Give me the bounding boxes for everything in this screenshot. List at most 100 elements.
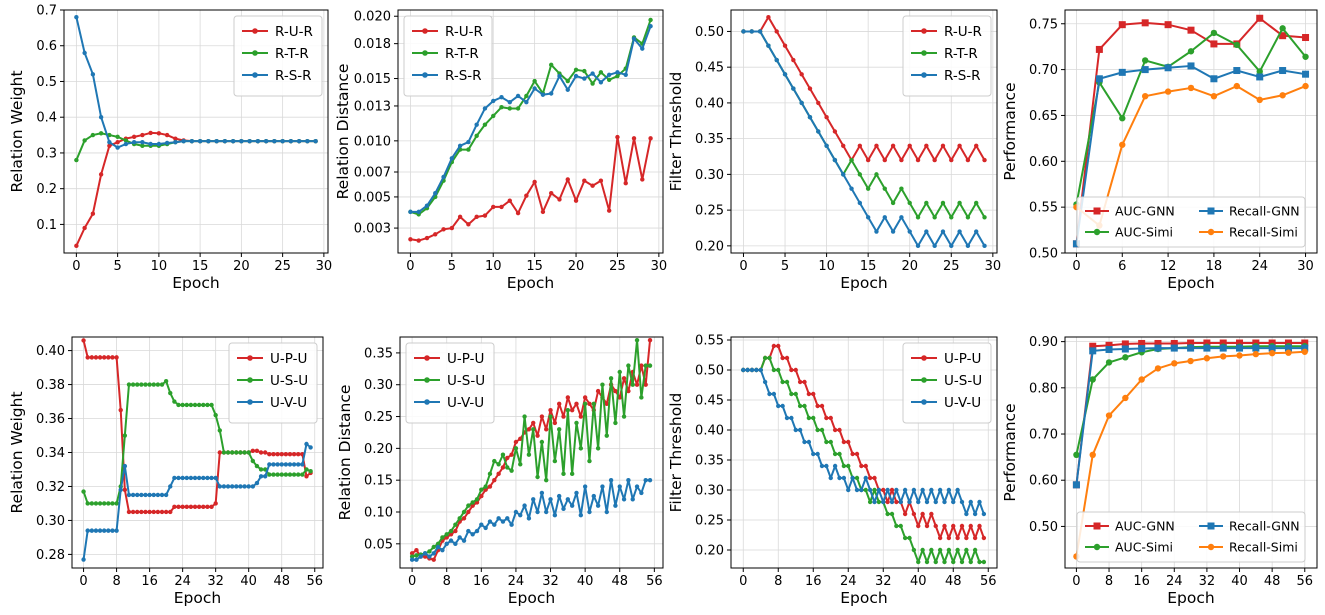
y-axis-label: Relation Distance — [336, 385, 354, 521]
chart-5: 0 8 16 24 32 40 48 56 0.28 0.30 0.32 0.34 0.36 0.38 0.… — [8, 336, 324, 607]
x-tick-label: 8 — [1105, 574, 1113, 589]
data-point — [890, 229, 896, 234]
data-point — [591, 493, 596, 499]
data-point — [172, 399, 177, 404]
x-tick-label: 24 — [174, 574, 191, 589]
legend-item: Recall-GNN — [1199, 519, 1300, 534]
legend-item: R-U-R — [911, 24, 982, 40]
data-point — [461, 516, 467, 521]
legend-item: Recall-Simi — [1199, 540, 1298, 555]
data-point — [140, 143, 145, 148]
y-tick-label: 0.25 — [695, 204, 724, 219]
data-point — [482, 213, 488, 218]
x-tick-label: 40 — [1231, 574, 1248, 589]
data-point — [279, 462, 284, 467]
legend-marker — [1207, 207, 1215, 215]
data-point — [890, 200, 896, 206]
data-point — [807, 115, 813, 120]
data-point — [296, 472, 301, 477]
data-point — [749, 29, 754, 34]
data-point — [98, 131, 104, 136]
data-point — [209, 402, 214, 408]
data-point — [74, 157, 79, 163]
data-point — [496, 516, 501, 521]
data-point — [846, 439, 851, 445]
data-point — [634, 337, 640, 343]
data-point — [197, 138, 203, 144]
data-point — [957, 143, 962, 148]
x-tick-label: 48 — [1264, 574, 1281, 589]
data-point — [499, 105, 504, 110]
data-point — [1141, 92, 1149, 100]
data-point — [1302, 53, 1309, 60]
axes-frame — [730, 9, 998, 254]
data-point — [882, 157, 887, 163]
data-point — [258, 450, 264, 455]
data-point — [648, 17, 653, 23]
data-point — [409, 551, 415, 556]
data-point — [841, 172, 846, 177]
data-point — [606, 77, 612, 82]
y-tick-label: 0.013 — [354, 99, 391, 114]
data-point — [255, 138, 261, 144]
data-point — [569, 407, 575, 413]
data-point — [846, 487, 851, 493]
data-point — [1187, 84, 1195, 92]
x-tick-label: 0 — [79, 574, 87, 589]
legend-item: U-P-U — [911, 351, 981, 367]
data-point — [1301, 339, 1309, 347]
data-point — [1089, 376, 1096, 383]
data-point — [222, 138, 228, 144]
data-point — [1220, 353, 1227, 360]
data-point — [1187, 339, 1195, 347]
y-tick-label: 0.35 — [695, 132, 724, 147]
legend-marker — [252, 28, 258, 34]
data-point — [957, 200, 962, 206]
legend-marker — [1093, 543, 1101, 551]
axes-frame — [397, 9, 664, 254]
data-point — [617, 484, 622, 489]
data-point — [487, 484, 493, 489]
data-point — [745, 367, 750, 373]
data-point — [1268, 344, 1276, 352]
data-point — [499, 95, 504, 100]
legend-label: R-T-R — [445, 46, 479, 62]
data-point — [885, 487, 890, 493]
data-point — [604, 509, 609, 515]
chart-8: 0 8 16 24 32 40 48 56 0.50 0.60 0.70 0.80 0.90 Epoch P… — [1001, 335, 1318, 607]
data-point — [139, 509, 144, 515]
legend-label: U-P-U — [944, 351, 981, 367]
data-point — [409, 554, 415, 559]
data-point — [159, 492, 165, 498]
legend-item: U-S-U — [911, 373, 982, 389]
data-point — [140, 140, 145, 145]
data-point — [741, 29, 746, 34]
data-point — [155, 382, 161, 387]
data-point — [598, 178, 604, 183]
data-point — [1072, 240, 1080, 248]
data-point — [491, 204, 496, 210]
x-tick-label: 25 — [274, 259, 291, 274]
data-point — [457, 535, 462, 540]
data-point — [135, 509, 140, 515]
data-point — [874, 229, 879, 234]
data-point — [300, 462, 305, 467]
data-point — [920, 487, 925, 493]
data-point — [933, 523, 938, 529]
data-point — [894, 523, 899, 529]
data-point — [85, 501, 90, 506]
data-point — [535, 433, 540, 438]
y-axis-label: Relation Distance — [334, 64, 352, 200]
data-point — [217, 450, 222, 455]
data-point — [221, 484, 227, 489]
data-point — [1252, 350, 1260, 358]
data-point — [1119, 115, 1126, 122]
data-point — [932, 215, 937, 220]
data-point — [513, 509, 519, 515]
data-point — [188, 475, 194, 481]
x-tick-label: 24 — [1166, 574, 1183, 589]
y-tick-label: 0.36 — [36, 412, 65, 427]
legend-marker — [424, 399, 430, 405]
data-point — [500, 465, 506, 470]
data-point — [479, 522, 484, 527]
